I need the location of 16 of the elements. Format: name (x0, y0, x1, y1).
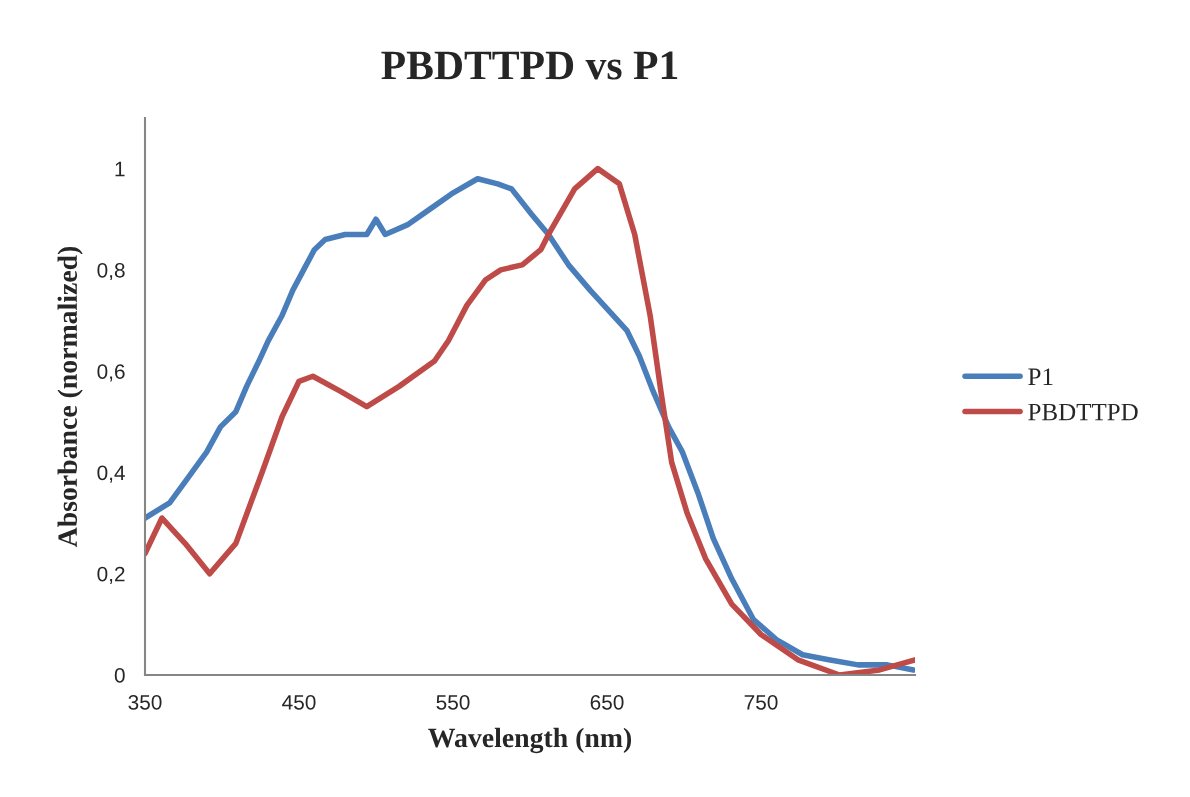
y-axis-title: Absorbance (normalized) (57, 246, 83, 548)
legend-label: PBDTTPD (1028, 403, 1138, 421)
chart-title: PBDTTPD vs P1 (381, 51, 678, 80)
x-tick-label: 650 (590, 694, 624, 710)
y-tick-label: 0,2 (97, 566, 125, 584)
y-tick-label: 0 (114, 668, 125, 683)
y-tick-label: 0,4 (97, 465, 125, 483)
x-tick-label: 450 (282, 694, 316, 710)
legend-label: P1 (1028, 368, 1053, 385)
x-axis-title: Wavelength (nm) (428, 727, 632, 754)
x-tick-label: 350 (128, 694, 162, 710)
x-tick-label: 750 (744, 694, 778, 710)
y-tick-label: 0,8 (97, 262, 125, 281)
x-tick-label: 550 (436, 694, 470, 710)
y-tick-label: 0,6 (97, 364, 125, 382)
y-tick-label: 1 (115, 161, 125, 177)
